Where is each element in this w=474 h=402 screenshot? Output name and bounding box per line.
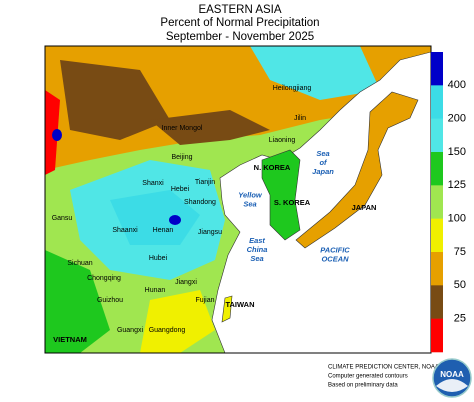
colorbar-segment xyxy=(431,218,443,253)
colorbar-label: 75 xyxy=(454,246,466,258)
colorbar-segment xyxy=(431,252,443,286)
map-label: of xyxy=(319,158,328,167)
map-label: Henan xyxy=(153,227,174,234)
wet-spot xyxy=(52,129,62,141)
map-label: Guizhou xyxy=(97,297,123,304)
map-label: Tianjin xyxy=(195,179,215,186)
logo-text: NOAA xyxy=(440,370,464,379)
colorbar-label: 25 xyxy=(454,313,466,325)
map-label: Jilin xyxy=(294,115,306,122)
map-label: Guangxi xyxy=(117,327,144,334)
map-label: Guangdong xyxy=(149,327,186,334)
colorbar-label: 400 xyxy=(448,79,466,91)
wet-zone xyxy=(110,190,200,245)
colorbar-segment xyxy=(431,118,443,153)
colorbar-segment xyxy=(431,85,443,119)
map-label: East xyxy=(249,236,265,245)
map-label: PACIFIC xyxy=(320,245,350,254)
map-label: Shaanxi xyxy=(112,227,138,234)
colorbar-label: 50 xyxy=(454,279,466,291)
noaa-logo: NOAA xyxy=(432,358,472,398)
map-label: Jiangxi xyxy=(175,279,197,286)
map-label: Yellow xyxy=(238,190,263,199)
map-label: Sea xyxy=(316,149,329,158)
dry-zone xyxy=(150,110,270,145)
map-label: Fujian xyxy=(195,297,214,304)
map xyxy=(45,46,431,353)
taiwan xyxy=(221,295,233,323)
wet-zone xyxy=(45,250,110,353)
wet-spot xyxy=(169,215,181,225)
colorbar-segment xyxy=(431,318,443,353)
footer-line: CLIMATE PREDICTION CENTER, NOAA xyxy=(328,365,439,371)
korea xyxy=(261,149,301,241)
map-label: Hubei xyxy=(149,255,168,262)
map-label: China xyxy=(247,245,268,254)
map-label: Japan xyxy=(312,167,334,176)
map-label: Liaoning xyxy=(269,137,296,144)
colorbar-label: 125 xyxy=(448,179,466,191)
colorbar-segment xyxy=(431,52,443,86)
map-label: Sea xyxy=(243,199,256,208)
map-label: VIETNAM xyxy=(53,335,87,344)
map-label: Shandong xyxy=(184,199,216,206)
period: September - November 2025 xyxy=(166,31,314,43)
title: EASTERN ASIA xyxy=(198,4,281,16)
map-label: Jiangsu xyxy=(198,229,222,236)
map-label: Chongqing xyxy=(87,275,121,282)
dry-zone xyxy=(60,60,170,140)
colorbar-segment xyxy=(431,285,443,319)
map-label: Shanxi xyxy=(142,180,164,187)
colorbar: 400 200 150 125 100 75 50 25 xyxy=(431,52,466,353)
map-label: OCEAN xyxy=(321,254,349,263)
map-label: Inner Mongol xyxy=(162,125,203,132)
map-label: TAIWAN xyxy=(225,300,254,309)
map-label: Hebei xyxy=(171,186,190,193)
map-label: Gansu xyxy=(52,215,73,222)
map-label: Sichuan xyxy=(67,260,92,267)
japan xyxy=(295,91,419,249)
colorbar-segment xyxy=(431,185,443,219)
subtitle: Percent of Normal Precipitation xyxy=(160,17,319,29)
map-label: Sea xyxy=(250,254,263,263)
colorbar-segment xyxy=(431,152,443,186)
map-label: Heilongjiang xyxy=(273,85,312,92)
footer-line: Based on preliminary data xyxy=(328,383,398,389)
colorbar-label: 150 xyxy=(448,146,466,158)
footer-line: Computer generated contours xyxy=(328,374,408,380)
colorbar-label: 100 xyxy=(448,213,466,225)
map-label: Beijing xyxy=(171,154,192,161)
map-labels: Heilongjiang Jilin Inner Mongol Liaoning Bei… xyxy=(52,85,377,344)
map-label: Hunan xyxy=(145,287,166,294)
map-label: JAPAN xyxy=(352,203,377,212)
map-label: S. KOREA xyxy=(274,198,311,207)
colorbar-label: 200 xyxy=(448,113,466,125)
map-label: N. KOREA xyxy=(254,163,291,172)
wet-zone xyxy=(250,46,380,100)
dry-zone xyxy=(140,290,215,353)
